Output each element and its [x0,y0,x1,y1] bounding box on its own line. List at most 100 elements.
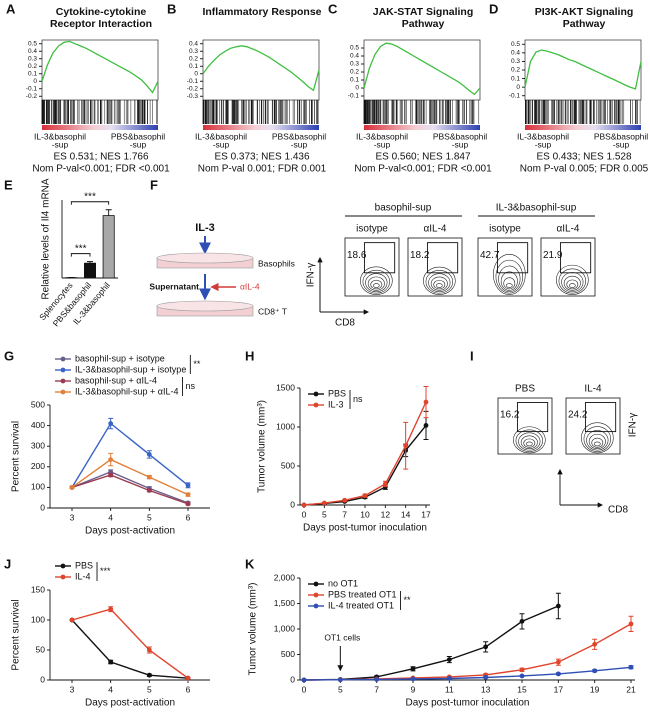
series-line [71,422,189,488]
group-label: IL-3&basophil-sup [496,203,577,214]
group-label: basophil-sup [375,203,432,214]
y-tick-label: 0.3 [350,61,359,68]
plot-frame [202,39,320,101]
x-tick-label: 5 [322,509,327,519]
y-tick-label: 0 [516,84,520,91]
flow-frame [477,237,533,297]
cytokine-label: IL-3 [195,222,215,234]
x-tick-label: 7 [374,684,379,694]
y-tick-label: 0.3 [511,58,520,65]
condition-label: isotype [356,224,388,235]
contour [526,441,533,447]
contour [425,270,454,294]
x-tick-label: 6 [186,512,191,522]
flow-frame [565,397,621,455]
contour [523,438,536,448]
series-line [363,42,481,96]
x-tick-label: 11 [445,684,454,694]
contour [566,279,579,290]
legend-marker [60,356,66,362]
contour [430,276,448,291]
flow-frame [540,237,596,297]
group-label: -sup [535,139,552,149]
panel-label: K [245,556,255,571]
y-tick-label: 0 [290,499,295,509]
antibody-label: αIL-4 [240,281,260,291]
point [108,659,114,665]
x-tick-label: 14 [401,509,411,519]
schematic: F IL-3 Basophils Supernatant αIL-4 CD8⁺ … [149,177,295,317]
y-tick-label: 150 [31,584,45,594]
x-tick-label: 5 [338,684,343,694]
point [555,603,561,609]
contour [569,283,576,288]
panel-label: G [4,348,14,363]
contour [558,268,587,294]
gate [516,402,549,433]
y-tick-label: 50 [36,644,46,654]
x-tick-label: 17 [554,684,564,694]
condition-label: αIL-4 [556,224,579,235]
legend-label: PBS [75,560,93,570]
group-label: -sup [52,139,69,149]
y-tick-label: 0.4 [350,53,359,60]
error-bar [105,209,112,216]
gate-percent: 16.2 [500,409,520,420]
gene-hits [363,100,480,124]
x-tick-label: 19 [590,684,600,694]
y-tick-label: 1,000 [274,623,296,633]
chart-title: Receptor Interaction [50,18,152,30]
legend-marker [313,581,319,587]
y-axis-label: Tumor volume (mm³) [248,583,259,676]
point [362,493,368,499]
y-tick-label: 0.2 [350,69,359,76]
x-axis-label: Days post-tumor inoculation [303,523,427,534]
bar [84,262,97,279]
point [146,647,152,653]
rank-strip [42,125,158,130]
legend-marker [313,603,319,609]
panel-label: A [6,1,16,16]
y-tick-label: 0.4 [511,50,520,57]
contour [495,259,524,294]
chart-title: Pathway [563,18,606,30]
gene-hits [202,100,319,124]
point [423,423,429,428]
series-line [41,40,159,94]
point [410,676,416,682]
contour [556,264,589,295]
point [185,675,191,681]
panel-label: D [489,1,498,16]
x-tick-label: 9 [411,684,416,694]
group-label: -sup [213,139,230,149]
x-tick-label: 7 [342,509,347,519]
gate [496,242,529,274]
contour [493,253,526,295]
stats-label: ES 0.433; NES 1.528 [536,152,632,163]
y-axis-label: IFN-γ [306,263,317,287]
y-tick-label: 100 [31,614,45,624]
panel-label: J [4,556,11,571]
legend-label: PBS treated OT1 [328,589,397,599]
y-tick-label: -0.2 [26,93,38,100]
legend-marker [60,574,66,580]
y-tick-label: 0 [290,674,295,684]
contour [498,265,521,293]
significance-label: ** [404,595,412,605]
point [146,672,152,678]
point [483,644,489,650]
error-bar [87,261,93,264]
point [628,664,634,670]
x-tick-label: 0 [302,684,307,694]
y-tick-label: 2,000 [274,572,296,582]
group-label: IL-3&basophil [356,131,408,141]
y-tick-label: 0 [355,85,359,92]
group-label: IL-3&basophil [195,131,247,141]
y-tick-label: 0.2 [189,55,198,62]
gate [559,242,592,274]
x-tick-label: 4 [108,684,113,694]
plot-frame [524,39,642,101]
contour [513,426,546,454]
stats-label: ES 0.531; NES 1.766 [53,152,149,163]
legend-label: no OT1 [328,578,358,588]
